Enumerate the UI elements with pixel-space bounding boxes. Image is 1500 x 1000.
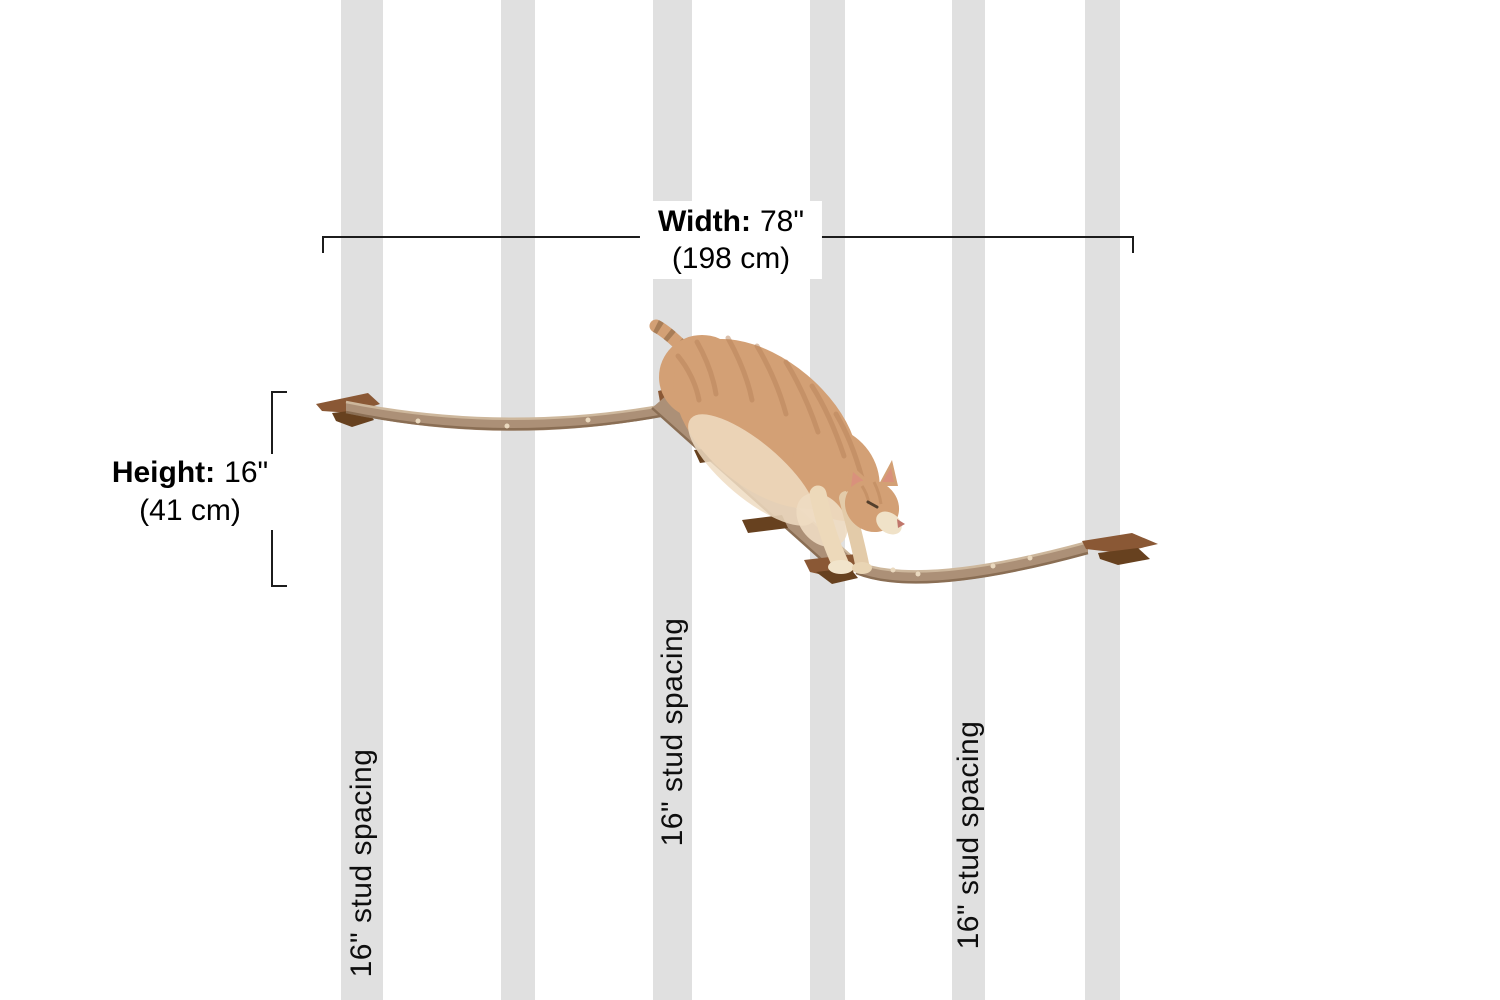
height-label-metric: (41 cm) <box>139 494 241 527</box>
left-fabric-bridge <box>345 400 667 431</box>
width-dimension-tick-right <box>1132 236 1134 253</box>
cat-stripes <box>675 335 865 481</box>
stud-stripe-5 <box>952 0 985 1000</box>
stud-stripe-6 <box>1085 0 1120 1000</box>
width-label-value: 78" <box>760 205 805 238</box>
stud-stripe-2 <box>501 0 535 1000</box>
width-dimension-tick-left <box>322 236 324 253</box>
stud-stripe-1 <box>341 0 383 1000</box>
width-label-title: Width: <box>657 205 751 238</box>
cat-front-leg <box>809 485 849 572</box>
height-label-value: 16" <box>224 456 269 489</box>
height-dimension-tick-top <box>271 391 287 393</box>
width-label-metric: (198 cm) <box>671 242 791 275</box>
height-dimension-tick-bottom <box>271 585 287 587</box>
right-fabric-bridge <box>855 540 1089 584</box>
cat-nose <box>897 519 905 528</box>
ladder-rung <box>742 515 788 533</box>
cat <box>649 319 905 574</box>
stud-stripe-3 <box>653 0 692 1000</box>
height-label-title: Height: <box>111 456 216 489</box>
cat-eye <box>866 500 879 509</box>
cat-muzzle <box>876 511 902 535</box>
cat-head <box>844 460 905 535</box>
width-label: Width: 78" (198 cm) <box>639 201 823 279</box>
height-label: Height: 16" (41 cm) <box>105 454 275 530</box>
right-wall-bracket <box>1082 533 1158 565</box>
